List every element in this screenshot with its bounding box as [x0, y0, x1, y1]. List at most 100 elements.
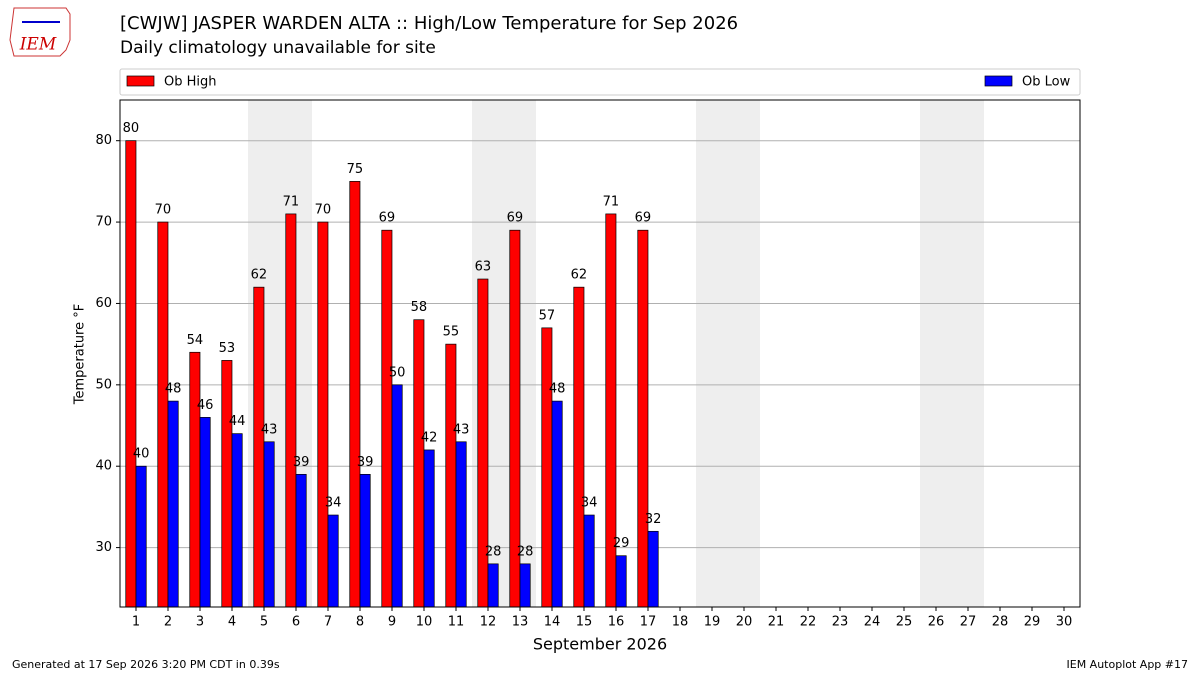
bar: [423, 449, 435, 608]
legend-box: [119, 68, 1081, 96]
x-tick-label: 14: [544, 615, 561, 630]
data-label: 34: [325, 496, 342, 511]
bar: [647, 530, 659, 608]
y-tick-label: 50: [95, 377, 112, 392]
data-label: 62: [251, 268, 268, 283]
bar: [125, 140, 137, 608]
x-tick-label: 27: [960, 615, 977, 630]
x-tick-label: 30: [1056, 615, 1073, 630]
bar: [487, 563, 499, 608]
x-tick-label: 24: [864, 615, 881, 630]
data-label: 63: [475, 260, 492, 275]
x-tick-label: 11: [448, 615, 465, 630]
data-label: 43: [261, 422, 278, 437]
y-tick-label: 60: [95, 296, 112, 311]
bar: [583, 514, 595, 608]
data-label: 54: [187, 333, 204, 348]
x-tick-label: 19: [704, 615, 721, 630]
bar: [167, 400, 179, 608]
weekend-shade: [728, 100, 760, 607]
data-label: 28: [485, 544, 502, 559]
bar: [327, 514, 339, 608]
data-label: 71: [283, 194, 300, 209]
data-label: 46: [197, 398, 214, 413]
bar: [189, 351, 201, 608]
data-label: 62: [571, 268, 588, 283]
bar: [381, 229, 393, 608]
bar: [295, 473, 307, 608]
logo: IEM: [9, 7, 71, 57]
x-tick-label: 22: [800, 615, 817, 630]
bar: [519, 563, 531, 608]
x-tick-label: 28: [992, 615, 1009, 630]
data-label: 48: [549, 382, 566, 397]
x-tick-label: 7: [324, 615, 332, 630]
weekend-shade: [696, 100, 728, 607]
x-tick-label: 25: [896, 615, 913, 630]
weekend-shade: [952, 100, 984, 607]
y-tick-label: 40: [95, 459, 112, 474]
data-label: 43: [453, 422, 470, 437]
x-tick-label: 5: [260, 615, 268, 630]
y-tick-label: 30: [95, 540, 112, 555]
data-label: 70: [315, 203, 332, 218]
bar: [637, 229, 649, 608]
logo-text: IEM: [19, 35, 57, 55]
x-tick-label: 10: [416, 615, 433, 630]
x-tick-label: 6: [292, 615, 300, 630]
bar: [135, 465, 147, 608]
x-tick-label: 12: [480, 615, 497, 630]
bar: [391, 384, 403, 608]
bar: [199, 417, 211, 608]
bar: [349, 181, 361, 608]
data-label: 39: [357, 455, 374, 470]
bar: [573, 286, 585, 608]
y-axis-label: Temperature °F: [73, 304, 88, 405]
x-tick-label: 9: [388, 615, 396, 630]
data-label: 39: [293, 455, 310, 470]
logo-outline: [9, 7, 71, 57]
bar: [221, 360, 233, 608]
data-label: 44: [229, 414, 246, 429]
legend-label: Ob High: [164, 75, 217, 90]
footer-right: IEM Autoplot App #17: [1067, 658, 1189, 671]
chart-title: [CWJW] JASPER WARDEN ALTA :: High/Low Te…: [120, 13, 738, 34]
x-tick-label: 29: [1024, 615, 1041, 630]
bar: [359, 473, 371, 608]
data-label: 75: [347, 162, 364, 177]
x-tick-label: 13: [512, 615, 529, 630]
x-tick-label: 20: [736, 615, 753, 630]
data-label: 40: [133, 447, 150, 462]
bar: [263, 441, 275, 608]
data-label: 53: [219, 341, 236, 356]
y-tick-label: 80: [95, 133, 112, 148]
bar: [413, 319, 425, 608]
x-tick-label: 15: [576, 615, 593, 630]
chart-subtitle: Daily climatology unavailable for site: [120, 38, 436, 58]
x-tick-label: 23: [832, 615, 849, 630]
data-label: 69: [635, 211, 652, 226]
data-label: 42: [421, 430, 438, 445]
data-label: 34: [581, 496, 598, 511]
x-tick-label: 18: [672, 615, 689, 630]
x-tick-label: 21: [768, 615, 785, 630]
bar: [253, 286, 265, 608]
data-label: 48: [165, 382, 182, 397]
bar: [285, 213, 297, 608]
legend-label: Ob Low: [1022, 75, 1071, 90]
bar: [445, 343, 457, 608]
weekend-shade: [920, 100, 952, 607]
data-label: 55: [443, 325, 460, 340]
footer-left: Generated at 17 Sep 2026 3:20 PM CDT in …: [12, 658, 280, 671]
x-tick-label: 17: [640, 615, 657, 630]
data-label: 70: [155, 203, 172, 218]
x-tick-label: 1: [132, 615, 140, 630]
data-label: 57: [539, 308, 556, 323]
data-label: 50: [389, 365, 406, 380]
data-label: 28: [517, 544, 534, 559]
x-tick-label: 2: [164, 615, 172, 630]
x-tick-label: 26: [928, 615, 945, 630]
bar: [231, 433, 243, 608]
x-axis-label: September 2026: [533, 635, 667, 654]
